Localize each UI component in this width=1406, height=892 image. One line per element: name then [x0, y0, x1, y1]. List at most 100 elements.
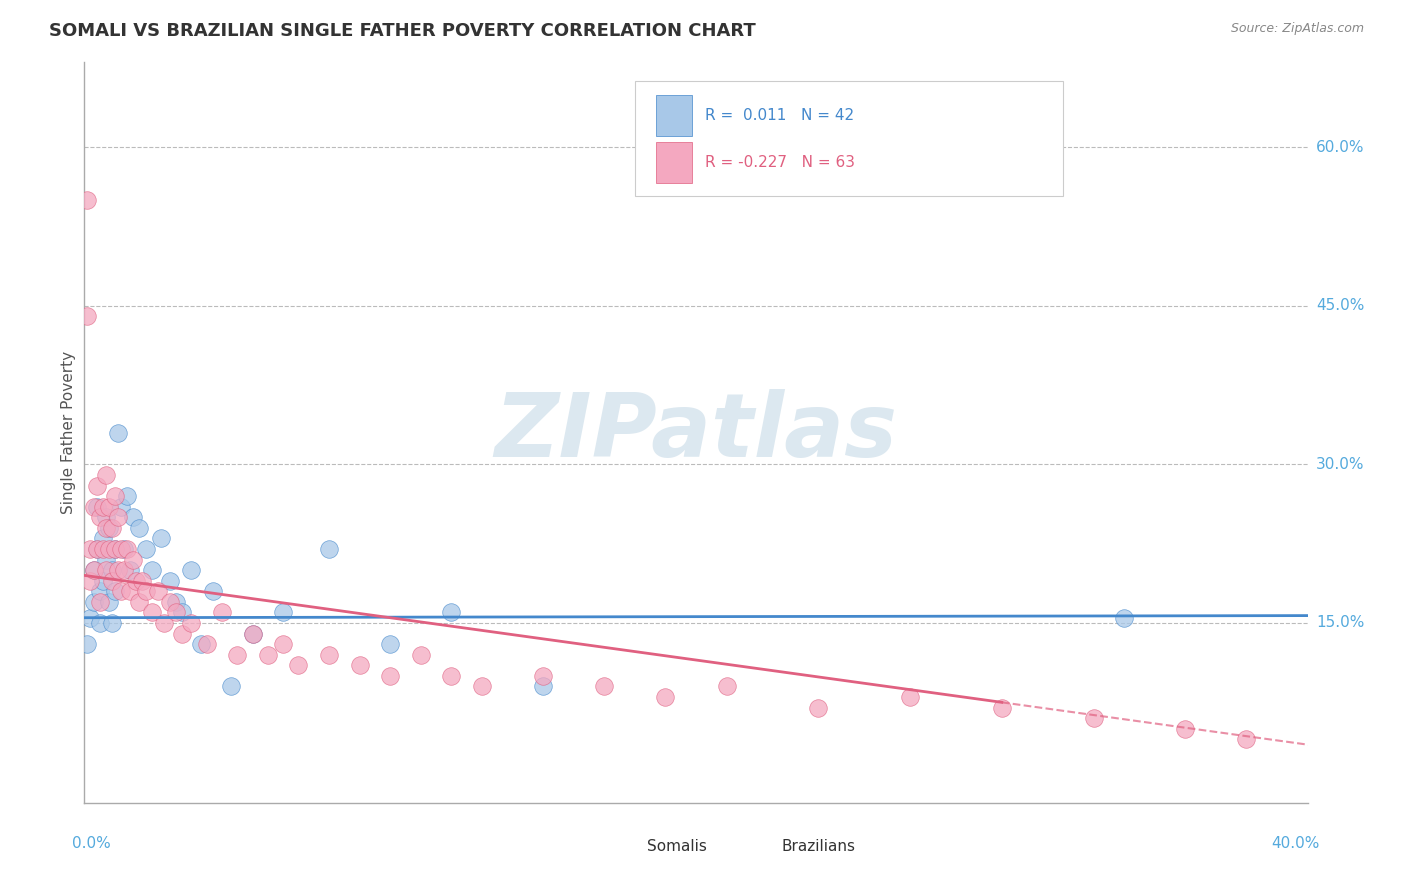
Point [141, 606, 163, 620]
Point [91, 500, 114, 514]
Point [101, 615, 124, 630]
Point [89, 595, 111, 609]
Point [94, 521, 117, 535]
FancyBboxPatch shape [636, 81, 1063, 195]
Point [91, 532, 114, 546]
Text: 30.0%: 30.0% [1316, 457, 1364, 472]
Point [79, 611, 101, 625]
Point [94, 552, 117, 566]
Point [165, 595, 187, 609]
Text: Source: ZipAtlas.com: Source: ZipAtlas.com [1230, 22, 1364, 36]
Point [79, 541, 101, 556]
Point [112, 541, 135, 556]
FancyBboxPatch shape [655, 95, 692, 136]
Point [101, 563, 124, 577]
Point [471, 680, 494, 694]
Text: 0.0%: 0.0% [72, 836, 111, 851]
Point [146, 584, 169, 599]
Point [531, 669, 554, 683]
Point [112, 563, 135, 577]
Point [101, 521, 124, 535]
Point [107, 510, 129, 524]
Point [86, 478, 108, 492]
FancyBboxPatch shape [751, 836, 776, 857]
Point [91, 541, 114, 556]
Point [159, 574, 181, 588]
Point [195, 637, 218, 651]
Point [86, 541, 108, 556]
Point [380, 669, 402, 683]
Point [131, 574, 153, 588]
Point [76, 637, 98, 651]
Point [226, 648, 249, 662]
Point [104, 489, 127, 503]
Point [654, 690, 676, 704]
Point [79, 574, 101, 588]
Point [115, 489, 138, 503]
Point [101, 574, 124, 588]
Point [219, 680, 242, 694]
Point [91, 574, 114, 588]
Point [110, 584, 132, 599]
Point [104, 541, 127, 556]
Point [380, 637, 402, 651]
Point [172, 606, 194, 620]
Point [257, 648, 280, 662]
Point [97, 521, 120, 535]
Point [97, 595, 120, 609]
Point [242, 626, 264, 640]
Text: 15.0%: 15.0% [1316, 615, 1364, 631]
Point [122, 552, 145, 566]
Point [172, 626, 194, 640]
Point [86, 500, 108, 514]
Point [180, 563, 202, 577]
Point [991, 700, 1014, 714]
Point [593, 680, 616, 694]
Point [83, 595, 105, 609]
Point [135, 584, 157, 599]
Point [135, 541, 157, 556]
Point [97, 500, 120, 514]
FancyBboxPatch shape [655, 142, 692, 183]
Point [83, 563, 105, 577]
Point [141, 563, 163, 577]
Point [1114, 611, 1136, 625]
Point [89, 584, 111, 599]
Point [97, 541, 120, 556]
Point [110, 500, 132, 514]
Point [440, 669, 463, 683]
Point [318, 648, 340, 662]
Point [211, 606, 233, 620]
Point [83, 563, 105, 577]
Point [89, 510, 111, 524]
Point [120, 563, 142, 577]
Point [531, 680, 554, 694]
Point [1236, 732, 1258, 747]
Point [1083, 711, 1105, 725]
Point [104, 584, 127, 599]
Point [110, 541, 132, 556]
Text: Somalis: Somalis [647, 839, 707, 854]
Point [104, 541, 127, 556]
Point [716, 680, 738, 694]
Point [76, 193, 98, 207]
Point [122, 510, 145, 524]
Y-axis label: Single Father Poverty: Single Father Poverty [60, 351, 76, 514]
Point [807, 700, 830, 714]
Point [128, 595, 150, 609]
Point [94, 563, 117, 577]
Point [287, 658, 309, 673]
Point [1174, 722, 1197, 736]
Point [180, 615, 202, 630]
Text: R = -0.227   N = 63: R = -0.227 N = 63 [704, 155, 855, 169]
Point [318, 541, 340, 556]
Point [125, 574, 148, 588]
Point [89, 615, 111, 630]
Point [242, 626, 264, 640]
Text: R =  0.011   N = 42: R = 0.011 N = 42 [704, 108, 853, 123]
Point [149, 532, 172, 546]
Point [120, 584, 142, 599]
Point [86, 541, 108, 556]
Text: Brazilians: Brazilians [782, 839, 856, 854]
Text: SOMALI VS BRAZILIAN SINGLE FATHER POVERTY CORRELATION CHART: SOMALI VS BRAZILIAN SINGLE FATHER POVERT… [49, 22, 756, 40]
